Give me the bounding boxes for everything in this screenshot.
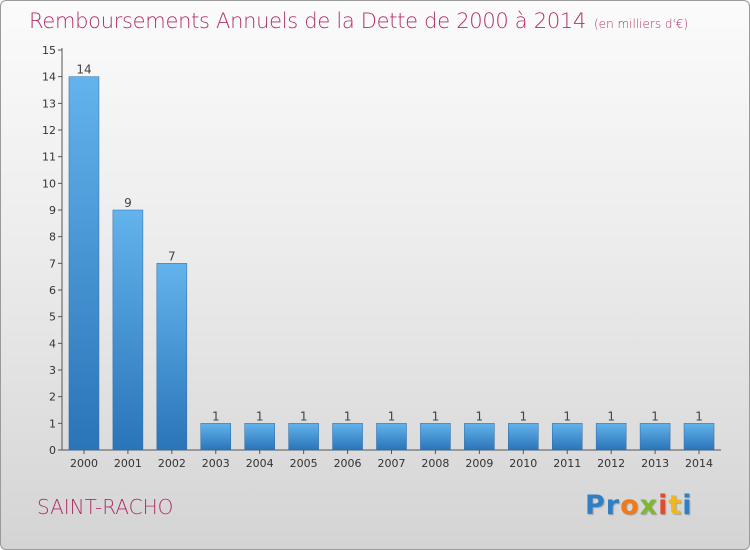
data-label-2002: 7 [168, 249, 176, 263]
x-tick-label-2006: 2006 [334, 457, 362, 470]
y-tick-label: 3 [49, 364, 56, 377]
bar-2003 [200, 423, 232, 451]
x-tick-label-2005: 2005 [290, 457, 318, 470]
y-tick-label: 14 [42, 71, 56, 84]
bar-2006 [332, 423, 363, 451]
x-tick-label-2004: 2004 [246, 457, 274, 470]
x-tick-label-2011: 2011 [553, 457, 581, 470]
data-label-2008: 1 [432, 409, 440, 423]
bar-2007 [376, 423, 407, 451]
x-tick-label-2003: 2003 [202, 457, 230, 470]
y-tick-label: 4 [49, 337, 56, 350]
chart-title-text: Remboursements Annuels de la Dette de 20… [29, 9, 586, 33]
y-tick-label: 1 [49, 417, 56, 430]
data-label-2012: 1 [607, 409, 615, 423]
bar-2005 [288, 423, 319, 451]
x-tick-label-2001: 2001 [114, 457, 142, 470]
y-tick-label: 0 [49, 444, 56, 457]
chart-title: Remboursements Annuels de la Dette de 20… [29, 9, 688, 33]
data-label-2004: 1 [256, 409, 264, 423]
data-label-2005: 1 [300, 409, 308, 423]
data-label-2009: 1 [476, 409, 484, 423]
data-label-2014: 1 [695, 409, 703, 423]
y-tick-label: 7 [49, 257, 56, 270]
proxiti-logo: Proxiti [585, 490, 693, 521]
x-tick-label-2009: 2009 [465, 457, 493, 470]
bar-2014 [683, 423, 715, 451]
bar-2009 [464, 423, 495, 451]
data-label-2003: 1 [212, 409, 220, 423]
bar-2012 [595, 423, 627, 451]
y-tick-label: 13 [42, 97, 56, 110]
y-tick-label: 5 [49, 311, 56, 324]
data-label-2006: 1 [344, 409, 352, 423]
bar-2011 [551, 423, 583, 451]
data-label-2013: 1 [651, 409, 659, 423]
x-tick-label-2007: 2007 [378, 457, 406, 470]
bar-2008 [420, 423, 451, 451]
bar-2002 [156, 263, 188, 451]
data-label-2010: 1 [519, 409, 527, 423]
data-label-2007: 1 [388, 409, 396, 423]
y-tick-label: 11 [42, 151, 56, 164]
data-label-2011: 1 [563, 409, 571, 423]
chart-unit-label: (en milliers d'€) [594, 17, 689, 31]
bar-2013 [639, 423, 671, 451]
x-tick-label-2010: 2010 [509, 457, 537, 470]
bar-2004 [244, 423, 275, 451]
y-tick-label: 12 [42, 124, 56, 137]
data-label-2001: 9 [124, 196, 132, 210]
x-tick-label-2008: 2008 [421, 457, 449, 470]
y-tick-label: 2 [49, 391, 56, 404]
commune-name: SAINT-RACHO [37, 495, 174, 519]
bar-2001 [112, 209, 144, 451]
x-tick-label-2014: 2014 [685, 457, 713, 470]
bar-2000 [68, 76, 100, 451]
y-tick-label: 8 [49, 231, 56, 244]
bar-2010 [508, 423, 539, 451]
x-tick-label-2000: 2000 [70, 457, 98, 470]
x-tick-label-2013: 2013 [641, 457, 669, 470]
x-tick-label-2002: 2002 [158, 457, 186, 470]
x-tick-label-2012: 2012 [597, 457, 625, 470]
y-tick-label: 9 [49, 204, 56, 217]
data-label-2000: 14 [76, 63, 91, 77]
y-tick-label: 15 [42, 44, 56, 57]
y-tick-label: 10 [42, 177, 56, 190]
y-tick-label: 6 [49, 284, 56, 297]
